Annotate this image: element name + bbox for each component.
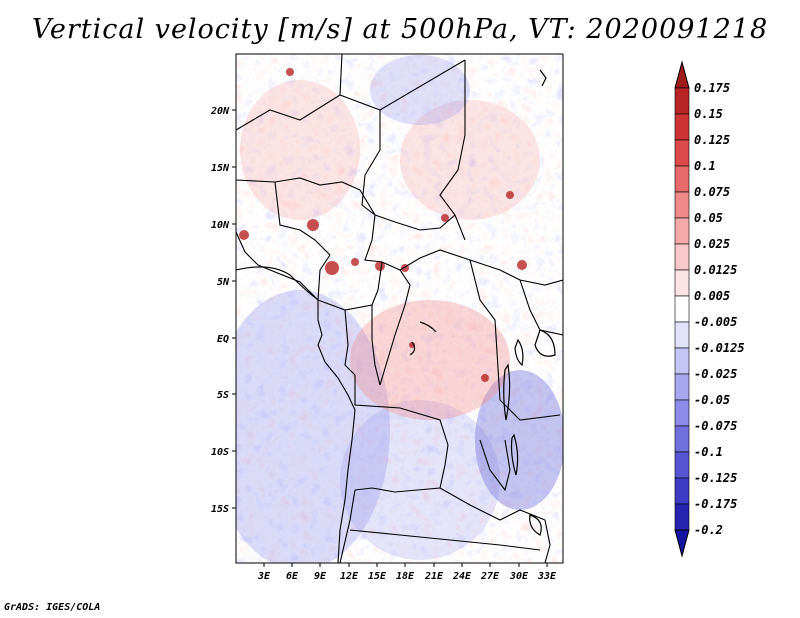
colorbar-top-arrow (674, 60, 690, 89)
colorbar-bin (674, 113, 690, 141)
lat-label-eq: EQ (217, 334, 229, 345)
colorbar-bottom-arrow (674, 529, 690, 558)
longitude-axis (263, 563, 548, 567)
lon-label-6e: 6E (286, 571, 299, 582)
colorbar-bin (674, 399, 690, 427)
colorbar-label: 0.05 (694, 211, 723, 225)
colorbar-label: 0.15 (694, 107, 723, 121)
colorbar-labels: 0.175 0.15 0.125 0.1 0.075 0.05 0.025 0.0125 0.0… (694, 81, 745, 537)
colorbar-bin (674, 165, 690, 193)
lat-label-10s: 10S (211, 447, 229, 458)
coastline (235, 231, 356, 564)
colorbar-bin (674, 425, 690, 453)
colorbar-label: -0.025 (694, 367, 737, 381)
latitude-axis (232, 109, 236, 509)
lon-label-24e: 24E (452, 571, 472, 582)
lon-label-18e: 18E (396, 571, 415, 582)
lon-label-15e: 15E (368, 571, 387, 582)
colorbar-label: 0.125 (694, 133, 730, 147)
colorbar-label: 0.075 (694, 185, 730, 199)
colorbar-label: 0.005 (694, 289, 730, 303)
lon-label-9e: 9E (314, 571, 327, 582)
colorbar-bin (674, 503, 690, 531)
colorbar-label: -0.175 (694, 497, 737, 511)
lat-label-20n: 20N (210, 106, 230, 117)
colorbar-label: -0.0125 (694, 341, 745, 355)
colorbar-label: 0.0125 (694, 263, 737, 277)
colorbar-label: -0.075 (694, 419, 737, 433)
lat-label-15n: 15N (211, 163, 230, 174)
colorbar-label: -0.2 (694, 523, 723, 537)
lon-label-27e: 27E (480, 571, 500, 582)
lakes (409, 69, 556, 536)
lon-label-33e: 33E (537, 571, 557, 582)
grads-credit: GrADS: IGES/COLA (4, 602, 101, 613)
colorbar-bin (674, 373, 690, 401)
map-title: Vertical velocity [m/s] at 500hPa, VT: 2… (31, 14, 769, 45)
colorbar-bin (674, 191, 690, 219)
lat-label-5s: 5S (217, 390, 229, 401)
velocity-field (236, 54, 563, 563)
lat-label-5n: 5N (217, 277, 230, 288)
colorbar-label: 0.1 (694, 159, 716, 173)
colorbar-label: -0.125 (694, 471, 737, 485)
colorbar-label: 0.025 (694, 237, 730, 251)
colorbar-bin (674, 139, 690, 167)
colorbar (674, 60, 690, 558)
colorbar-label: -0.005 (694, 315, 737, 329)
lat-label-10n: 10N (211, 220, 230, 231)
colorbar-bin (674, 347, 690, 375)
colorbar-bin (674, 321, 690, 349)
colorbar-bin (674, 269, 690, 297)
colorbar-label: -0.1 (694, 445, 723, 459)
lon-label-21e: 21E (424, 571, 444, 582)
colorbar-bin (674, 295, 690, 323)
lat-label-15s: 15S (211, 504, 229, 515)
map-frame (235, 53, 564, 564)
lon-label-30e: 30E (509, 571, 529, 582)
colorbar-label: -0.05 (694, 393, 730, 407)
colorbar-bin (674, 87, 690, 115)
colorbar-bin (674, 243, 690, 271)
colorbar-bin (674, 477, 690, 505)
country-boundaries (236, 54, 563, 563)
lon-label-3e: 3E (257, 571, 271, 582)
lon-label-12e: 12E (340, 571, 359, 582)
colorbar-bin (674, 217, 690, 245)
colorbar-label: 0.175 (694, 81, 730, 95)
colorbar-bin (674, 451, 690, 479)
